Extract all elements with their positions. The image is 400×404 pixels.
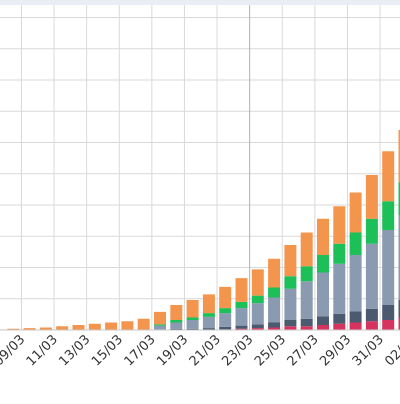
bar-segment-13-03-s4[interactable]	[73, 325, 85, 330]
bar-segment-19-03-s3[interactable]	[170, 320, 182, 323]
bar-segment-30-03-s1[interactable]	[350, 311, 362, 322]
bar-segment-31-03-s0[interactable]	[366, 321, 378, 330]
bar-segment-27-03-s2[interactable]	[301, 281, 313, 319]
bar-segment-22-03-s1[interactable]	[219, 327, 231, 330]
bar-segment-14-03-s4[interactable]	[89, 324, 101, 330]
bar-segment-15-03-s4[interactable]	[105, 323, 117, 331]
bar-segment-31-03-s1[interactable]	[366, 309, 378, 322]
bar-segment-17-03-s4[interactable]	[138, 319, 150, 330]
bar-segment-26-03-s4[interactable]	[284, 245, 296, 276]
bar-segment-24-03-s1[interactable]	[252, 324, 264, 328]
bar-segment-23-03-s2[interactable]	[236, 308, 248, 326]
bar-segment-12-03-s4[interactable]	[56, 326, 68, 330]
bar-segment-01-04-s0[interactable]	[382, 320, 394, 330]
bar-segment-30-03-s3[interactable]	[350, 233, 362, 256]
bar-segment-23-03-s4[interactable]	[236, 278, 248, 302]
x-tick-label: 25/03	[252, 332, 289, 369]
bar-segment-24-03-s4[interactable]	[252, 269, 264, 295]
bar-segment-29-03-s1[interactable]	[333, 314, 345, 324]
bar-segment-28-03-s1[interactable]	[317, 316, 329, 325]
bars	[0, 130, 400, 330]
bar-segment-21-03-s4[interactable]	[203, 294, 215, 313]
bar-segment-27-03-s0[interactable]	[301, 326, 313, 330]
bar-segment-30-03-s4[interactable]	[350, 193, 362, 233]
bar-segment-19-03-s4[interactable]	[170, 305, 182, 320]
x-tick-label: 02/04	[382, 332, 400, 369]
bar-segment-23-03-s3[interactable]	[236, 302, 248, 308]
x-tick-label: 23/03	[219, 332, 256, 369]
bar-segment-25-03-s1[interactable]	[268, 323, 280, 328]
bar-segment-28-03-s3[interactable]	[317, 255, 329, 273]
bar-segment-26-03-s0[interactable]	[284, 326, 296, 330]
x-tick-label: 09/03	[0, 332, 28, 369]
bar-segment-31-03-s3[interactable]	[366, 219, 378, 244]
bar-segment-01-04-s2[interactable]	[382, 230, 394, 305]
x-tick-label: 13/03	[56, 332, 93, 369]
x-tick-label: 29/03	[317, 332, 354, 369]
x-tick-label: 31/03	[350, 332, 387, 369]
bar-segment-26-03-s1[interactable]	[284, 320, 296, 326]
x-tick-label: 19/03	[154, 332, 191, 369]
bar-segment-23-03-s1[interactable]	[236, 326, 248, 329]
x-tick-label: 17/03	[122, 332, 159, 369]
bar-segment-18-03-s2[interactable]	[154, 326, 166, 330]
bar-segment-25-03-s4[interactable]	[268, 259, 280, 288]
bar-segment-01-04-s3[interactable]	[382, 201, 394, 230]
bar-segment-26-03-s2[interactable]	[284, 289, 296, 320]
x-tick-label: 21/03	[187, 332, 224, 369]
x-axis-ticks: 09/0311/0313/0315/0317/0319/0321/0323/03…	[0, 330, 400, 369]
bar-segment-16-03-s4[interactable]	[121, 321, 133, 330]
bar-segment-30-03-s2[interactable]	[350, 255, 362, 311]
bar-segment-27-03-s3[interactable]	[301, 266, 313, 281]
bar-segment-19-03-s2[interactable]	[170, 323, 182, 329]
bar-segment-22-03-s4[interactable]	[219, 287, 231, 308]
bar-segment-20-03-s4[interactable]	[187, 300, 199, 318]
bar-segment-20-03-s3[interactable]	[187, 318, 199, 321]
bar-segment-30-03-s0[interactable]	[350, 323, 362, 331]
bar-segment-29-03-s4[interactable]	[333, 206, 345, 244]
bar-segment-01-04-s4[interactable]	[382, 151, 394, 201]
bar-segment-24-03-s3[interactable]	[252, 296, 264, 304]
bar-segment-29-03-s0[interactable]	[333, 324, 345, 330]
bar-segment-22-03-s3[interactable]	[219, 308, 231, 313]
bar-segment-18-03-s3[interactable]	[154, 324, 166, 325]
bar-segment-22-03-s2[interactable]	[219, 313, 231, 327]
x-tick-label: 15/03	[89, 332, 126, 369]
bar-segment-20-03-s2[interactable]	[187, 320, 199, 329]
bar-segment-28-03-s4[interactable]	[317, 219, 329, 255]
bar-segment-21-03-s2[interactable]	[203, 317, 215, 328]
x-tick-label: 11/03	[24, 332, 61, 369]
bar-segment-31-03-s4[interactable]	[366, 175, 378, 219]
bar-segment-25-03-s3[interactable]	[268, 288, 280, 298]
bar-segment-27-03-s1[interactable]	[301, 319, 313, 327]
bar-segment-26-03-s3[interactable]	[284, 276, 296, 289]
bar-segment-01-04-s1[interactable]	[382, 305, 394, 320]
bar-segment-25-03-s2[interactable]	[268, 298, 280, 323]
top-band	[0, 0, 400, 5]
bar-segment-31-03-s2[interactable]	[366, 244, 378, 309]
bar-segment-29-03-s2[interactable]	[333, 264, 345, 314]
bar-segment-27-03-s4[interactable]	[301, 233, 313, 267]
bar-segment-18-03-s4[interactable]	[154, 312, 166, 325]
bar-segment-28-03-s0[interactable]	[317, 325, 329, 330]
bar-segment-29-03-s3[interactable]	[333, 244, 345, 264]
bar-segment-21-03-s3[interactable]	[203, 313, 215, 317]
bar-segment-28-03-s2[interactable]	[317, 273, 329, 317]
x-tick-label: 27/03	[285, 332, 322, 369]
bar-segment-24-03-s2[interactable]	[252, 303, 264, 324]
